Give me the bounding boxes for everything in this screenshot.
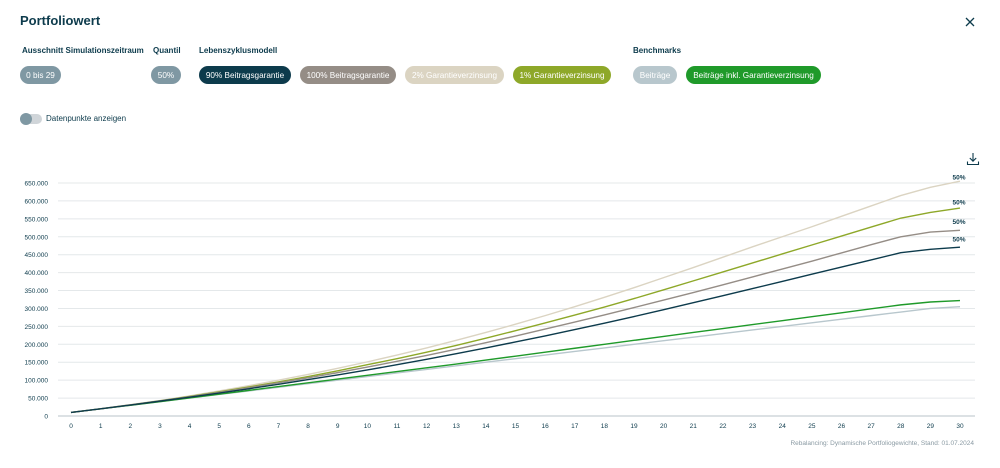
- zeitraum-label: Ausschnitt Simulationszeitraum: [22, 46, 144, 55]
- y-tick-label: 50.000: [28, 396, 48, 403]
- x-tick-label: 6: [247, 423, 251, 430]
- x-tick-label: 11: [394, 423, 401, 430]
- y-tick-label: 200.000: [25, 342, 49, 349]
- y-tick-label: 0: [44, 414, 48, 421]
- y-tick-label: 400.000: [25, 270, 49, 277]
- x-tick-label: 0: [69, 423, 73, 430]
- chip-90-beitragsgarantie[interactable]: 90% Beitragsgarantie: [199, 66, 291, 84]
- x-tick-label: 5: [217, 423, 221, 430]
- series-line: [70, 246, 961, 414]
- toggle-knob: [20, 113, 32, 125]
- y-tick-label: 650.000: [25, 181, 49, 188]
- toggle-label: Datenpunkte anzeigen: [46, 114, 127, 123]
- end-labels: 50% 50% 50% 50%: [952, 174, 965, 243]
- x-tick-label: 28: [897, 423, 905, 430]
- quantil-label: Quantil: [153, 46, 181, 55]
- series-line: [70, 180, 961, 414]
- x-tick-label: 2: [128, 423, 132, 430]
- chip-100-beitragsgarantie[interactable]: 100% Beitragsgarantie: [300, 66, 396, 84]
- x-tick-label: 3: [158, 423, 162, 430]
- chip-1-garantieverzinsung[interactable]: 1% Garantieverzinsung: [513, 66, 611, 84]
- x-tick-label: 14: [482, 423, 490, 430]
- y-tick-label: 450.000: [25, 252, 49, 259]
- x-tick-label: 4: [188, 423, 192, 430]
- datenpunkte-toggle[interactable]: [20, 113, 42, 125]
- x-tick-label: 26: [838, 423, 846, 430]
- chip-zeitraum[interactable]: 0 bis 29: [20, 66, 61, 84]
- download-icon[interactable]: [966, 152, 980, 166]
- y-tick-label: 250.000: [25, 324, 49, 331]
- page-title: Portfoliowert: [20, 13, 101, 28]
- x-tick-label: 17: [571, 423, 579, 430]
- chip-2-garantieverzinsung[interactable]: 2% Garantieverzinsung: [405, 66, 504, 84]
- x-tick-label: 7: [277, 423, 281, 430]
- x-tick-label: 9: [336, 423, 340, 430]
- x-tick-label: 8: [306, 423, 310, 430]
- series-line: [70, 299, 961, 414]
- x-tick-label: 19: [630, 423, 638, 430]
- y-tick-label: 500.000: [25, 234, 49, 241]
- chip-quantil[interactable]: 50%: [151, 66, 181, 84]
- y-tick-label: 100.000: [25, 378, 49, 385]
- chart-grid: [58, 182, 975, 417]
- portfolio-chart: 0 50.000 100.000 150.000 200.000 250.000 300.0…: [25, 174, 975, 430]
- x-tick-label: 24: [779, 423, 787, 430]
- series-end-label: 50%: [952, 236, 965, 243]
- x-tick-label: 22: [719, 423, 727, 430]
- series-end-label: 50%: [952, 219, 965, 226]
- y-tick-label: 350.000: [25, 288, 49, 295]
- benchmarks-label: Benchmarks: [633, 46, 682, 55]
- chip-beitraege-inkl-garantieverzinsung[interactable]: Beiträge inkl. Garantieverzinsung: [686, 66, 821, 84]
- x-tick-label: 23: [749, 423, 757, 430]
- x-axis-ticks: 0 1 2 3 4 5 6 7 8 9 10 11 12 13 14 15 16 17 18 19 20 21 22 23 24…: [69, 423, 964, 430]
- lebenszyklus-label: Lebenszyklusmodell: [199, 46, 278, 55]
- footer-note: Rebalancing: Dynamische Portfoliogewicht…: [790, 440, 974, 447]
- x-tick-label: 29: [927, 423, 935, 430]
- x-tick-label: 10: [364, 423, 372, 430]
- x-tick-label: 16: [542, 423, 550, 430]
- close-icon[interactable]: [962, 14, 978, 30]
- y-tick-label: 150.000: [25, 360, 49, 367]
- y-tick-label: 600.000: [25, 198, 49, 205]
- x-tick-label: 12: [423, 423, 431, 430]
- x-tick-label: 21: [690, 423, 698, 430]
- x-tick-label: 25: [808, 423, 816, 430]
- y-tick-label: 550.000: [25, 216, 49, 223]
- x-tick-label: 1: [99, 423, 103, 430]
- y-axis-ticks: 0 50.000 100.000 150.000 200.000 250.000 300.0…: [25, 181, 49, 421]
- series-end-label: 50%: [952, 199, 965, 206]
- x-tick-label: 27: [867, 423, 875, 430]
- series-line: [70, 229, 961, 414]
- series-line: [70, 207, 961, 414]
- x-tick-label: 18: [601, 423, 609, 430]
- chart-lines: [70, 180, 961, 414]
- x-tick-label: 15: [512, 423, 520, 430]
- x-tick-label: 20: [660, 423, 668, 430]
- x-tick-label: 30: [956, 423, 964, 430]
- x-tick-label: 13: [453, 423, 461, 430]
- series-end-label: 50%: [952, 174, 965, 181]
- chip-beitraege[interactable]: Beiträge: [633, 66, 677, 84]
- y-tick-label: 300.000: [25, 306, 49, 313]
